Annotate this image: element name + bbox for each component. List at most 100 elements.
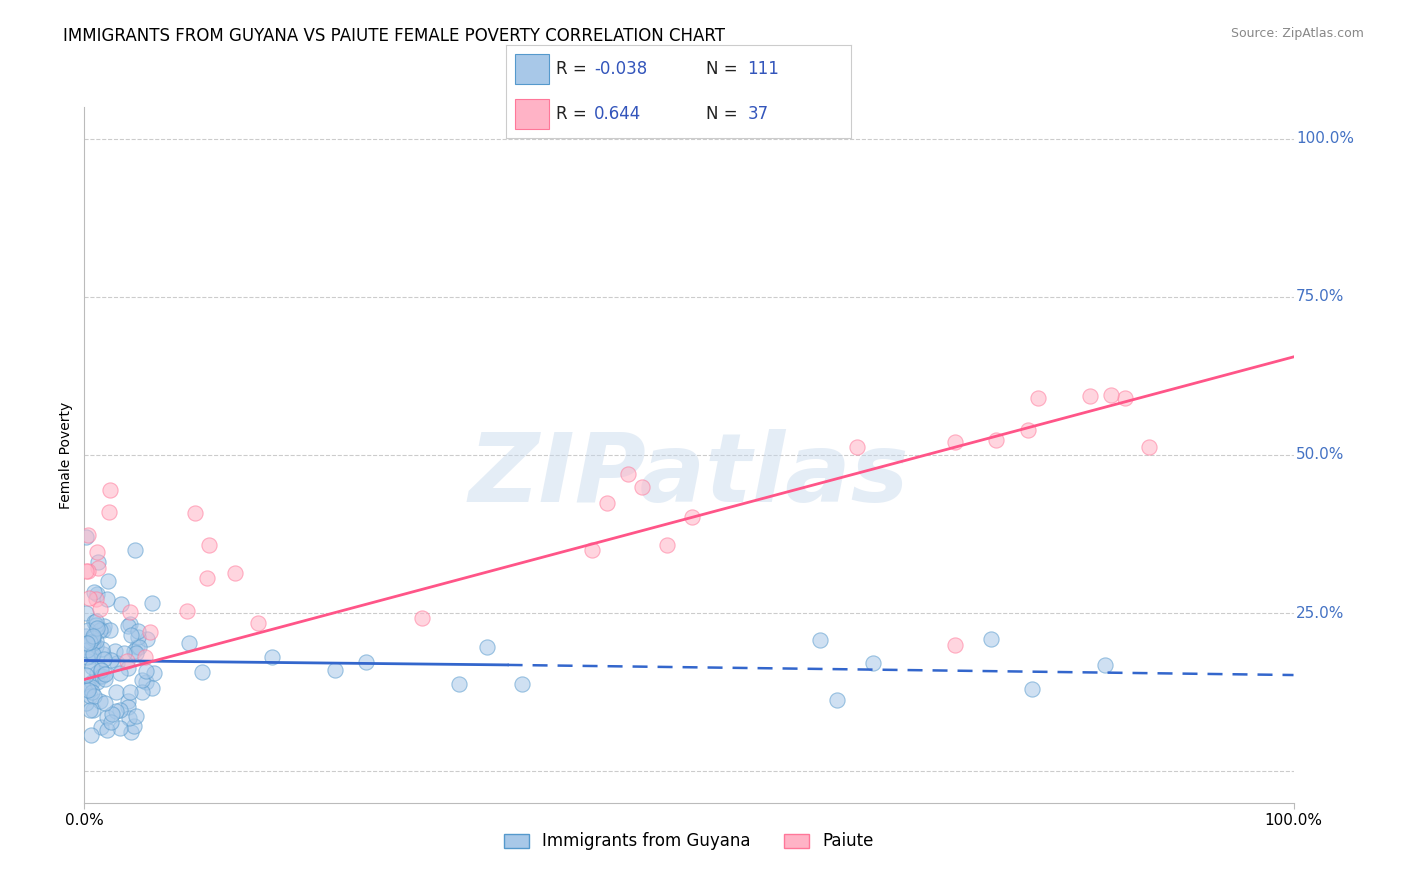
Point (117, 619, 139, 633)
Text: 75.0%: 75.0% (1296, 289, 1344, 304)
Point (86, 666, 108, 681)
Point (110, 703, 132, 717)
Point (94, 696, 117, 710)
Point (104, 644, 127, 658)
Text: R =: R = (557, 105, 586, 123)
Point (100, 652, 122, 666)
Point (90, 664, 112, 678)
FancyBboxPatch shape (515, 54, 550, 84)
Point (76, 649, 98, 664)
Point (117, 699, 139, 714)
Point (105, 685, 128, 699)
Point (82, 674, 104, 689)
Point (76, 636, 98, 650)
Point (1017, 423, 1039, 437)
Point (943, 435, 966, 450)
Point (197, 538, 219, 552)
Point (76, 637, 98, 651)
Point (83, 690, 105, 704)
Point (135, 632, 157, 647)
Point (105, 704, 128, 718)
Point (84, 640, 107, 654)
Point (83, 615, 105, 629)
Point (100, 715, 122, 730)
FancyBboxPatch shape (515, 99, 550, 129)
Point (79, 634, 101, 648)
Point (980, 632, 1002, 646)
Point (84, 633, 107, 648)
Point (80, 685, 103, 699)
Point (247, 616, 270, 631)
Point (76, 682, 98, 697)
Point (101, 706, 124, 721)
Text: -0.038: -0.038 (593, 60, 647, 78)
Point (110, 721, 132, 735)
Point (124, 542, 146, 557)
Point (91, 623, 114, 637)
Point (122, 719, 145, 733)
Point (120, 628, 142, 642)
Point (77, 654, 100, 668)
Point (89, 694, 111, 708)
Point (90, 642, 112, 657)
Legend: Immigrants from Guyana, Paiute: Immigrants from Guyana, Paiute (498, 826, 880, 857)
Point (105, 656, 128, 670)
Point (79, 689, 101, 703)
Point (1078, 389, 1101, 403)
Point (195, 571, 218, 585)
Text: 0.644: 0.644 (593, 105, 641, 123)
Point (93, 667, 115, 681)
Point (862, 656, 884, 670)
Y-axis label: Female Poverty: Female Poverty (59, 401, 73, 508)
Point (135, 665, 157, 679)
Text: 37: 37 (748, 105, 769, 123)
Point (138, 624, 160, 639)
Text: 111: 111 (748, 60, 779, 78)
Point (89, 624, 111, 638)
Point (1094, 658, 1116, 673)
Point (260, 650, 283, 665)
Point (131, 685, 153, 699)
Point (86, 591, 108, 606)
Point (120, 724, 142, 739)
Point (86, 621, 108, 635)
Point (79, 703, 101, 717)
Point (142, 666, 165, 681)
Point (449, 677, 471, 691)
Point (75, 667, 97, 681)
Point (112, 646, 135, 660)
Point (128, 640, 150, 654)
Point (510, 676, 533, 690)
Point (91, 669, 114, 683)
Point (808, 632, 831, 647)
Point (127, 640, 149, 654)
Point (1026, 391, 1049, 405)
Point (80, 649, 103, 664)
Point (177, 636, 200, 650)
Point (655, 538, 678, 552)
Point (79, 678, 101, 692)
Point (96, 723, 118, 738)
Point (323, 664, 346, 678)
Point (98, 483, 121, 497)
Text: R =: R = (557, 60, 586, 78)
Point (108, 665, 131, 680)
Point (190, 665, 212, 679)
Point (681, 509, 703, 524)
Point (75, 530, 97, 544)
Point (581, 542, 603, 557)
Point (631, 480, 654, 494)
Text: 100.0%: 100.0% (1296, 131, 1354, 146)
Point (96, 591, 118, 606)
Point (86, 674, 108, 689)
Text: IMMIGRANTS FROM GUYANA VS PAIUTE FEMALE POVERTY CORRELATION CHART: IMMIGRANTS FROM GUYANA VS PAIUTE FEMALE … (63, 27, 725, 45)
Point (93, 651, 115, 665)
Text: N =: N = (706, 105, 738, 123)
Point (117, 694, 139, 708)
Point (82, 631, 104, 645)
Point (76, 564, 98, 578)
Text: 25.0%: 25.0% (1296, 606, 1344, 621)
Point (184, 507, 207, 521)
Point (90, 663, 112, 677)
Point (82, 629, 104, 643)
